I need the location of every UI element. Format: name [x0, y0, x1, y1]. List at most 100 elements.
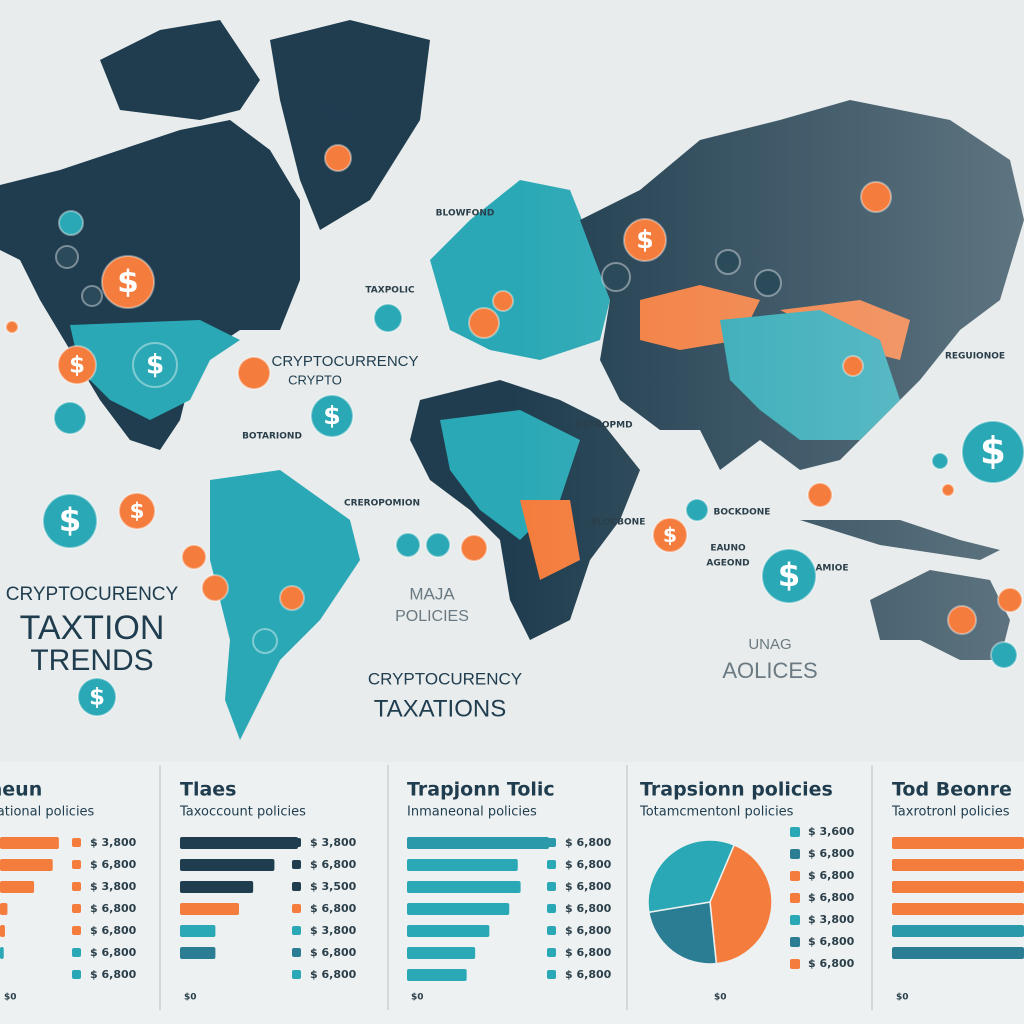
bar-label: $ 6,800 [310, 946, 357, 959]
map-marker [623, 218, 667, 262]
panel-subtitle: Inmaneonal policies [407, 805, 537, 820]
marker-symbol: $ [69, 353, 85, 379]
map-marker [492, 290, 514, 312]
map-marker [931, 452, 949, 470]
map-marker [961, 420, 1024, 484]
bar [892, 947, 1024, 959]
bar [892, 881, 1024, 893]
marker-symbol: $ [663, 523, 677, 547]
map-label: AMIOE [815, 564, 848, 574]
map-marker [685, 498, 709, 522]
map-label: BLOCBONE [591, 518, 646, 528]
map-marker [997, 587, 1023, 613]
legend-swatch [790, 871, 800, 881]
map-marker [279, 585, 305, 611]
bar-icon [292, 860, 301, 869]
map-marker [324, 144, 352, 172]
bar [180, 903, 239, 915]
marker-symbol: $ [636, 225, 654, 254]
bar [180, 837, 298, 849]
bar [0, 903, 8, 915]
map-label: BOCKDONE [714, 508, 771, 518]
marker-symbol: $ [117, 264, 139, 300]
map-marker [310, 394, 354, 438]
map-marker [860, 181, 892, 213]
panel-axis-label: $0 [184, 993, 197, 1003]
bar [0, 881, 35, 893]
marker-symbol: $ [323, 401, 341, 430]
bar-icon [72, 970, 81, 979]
bar [180, 925, 216, 937]
map-texts: TSA CRYPTOCURRENCY CRYPTO CRYPTOCURENCY … [6, 101, 818, 723]
map-text: UNAG [748, 636, 791, 653]
bar [407, 903, 510, 915]
bar [407, 969, 467, 981]
bar-icon [547, 838, 556, 847]
map-marker [81, 285, 103, 307]
map-marker [5, 320, 19, 334]
map-marker [77, 677, 117, 717]
bar-label: $ 6,800 [90, 858, 137, 871]
pie-slice [647, 901, 718, 965]
bar-label: $ 6,800 [90, 924, 137, 937]
bar-icon [547, 970, 556, 979]
legend-swatch [790, 893, 800, 903]
bar [0, 947, 4, 959]
bar [407, 881, 521, 893]
bar [892, 837, 1024, 849]
map-label: BOTARIOND [242, 432, 302, 442]
panel-subtitle: Totamcmentonl policies [639, 805, 794, 820]
map-marker [395, 532, 421, 558]
map-label: TAXPOLIC [365, 286, 415, 296]
bar-label: $ 6,800 [90, 968, 137, 981]
bar-label: $ 3,800 [310, 924, 357, 937]
bar-icon [72, 948, 81, 957]
map-marker [460, 534, 488, 562]
bar [0, 837, 59, 849]
map-marker [58, 210, 84, 236]
bar-label: $ 6,800 [565, 880, 612, 893]
bar-label: $ 6,800 [565, 902, 612, 915]
legend-swatch [790, 915, 800, 925]
map-label: ASTROPMD [575, 421, 632, 431]
legend-label: $ 3,600 [808, 825, 855, 838]
bar [892, 925, 1024, 937]
pie-slice [709, 843, 773, 965]
panel-title: Tod Beonre [892, 779, 1012, 801]
bar-label: $ 6,800 [565, 924, 612, 937]
map-marker [807, 482, 833, 508]
bar [180, 947, 216, 959]
legend-label: $ 6,800 [808, 957, 855, 970]
panel-axis-label: $0 [714, 993, 727, 1003]
bar-icon [547, 926, 556, 935]
map-text: POLICIES [395, 608, 469, 625]
legend-label: $ 6,800 [808, 847, 855, 860]
panel-axis-label: $0 [411, 993, 424, 1003]
map-marker [754, 269, 782, 297]
bar-label: $ 6,800 [565, 946, 612, 959]
map-label: REGUIONOE [945, 352, 1005, 362]
map-marker [990, 641, 1018, 669]
map-text: CRYPTOCURENCY [368, 669, 522, 688]
bar [0, 859, 53, 871]
map-text: MAJA [409, 584, 455, 603]
bar-label: $ 6,800 [565, 858, 612, 871]
bar-label: $ 3,500 [310, 880, 357, 893]
map-text: TSA [311, 101, 354, 126]
map-marker [101, 255, 155, 309]
map-marker [181, 544, 207, 570]
bar-icon [72, 904, 81, 913]
map-marker [53, 401, 87, 435]
legend-label: $ 6,800 [808, 891, 855, 904]
bar-label: $ 6,800 [90, 946, 137, 959]
bar [180, 881, 254, 893]
map-marker [468, 307, 500, 339]
panel-subtitle: Taxoccount policies [179, 805, 306, 820]
bar-icon [547, 882, 556, 891]
map-text: AOLICES [722, 658, 817, 683]
pie-slice [647, 839, 736, 914]
panel-title: Trapsionn policies [640, 779, 833, 801]
map-text: TAXTION [20, 609, 165, 647]
map-marker [941, 483, 955, 497]
